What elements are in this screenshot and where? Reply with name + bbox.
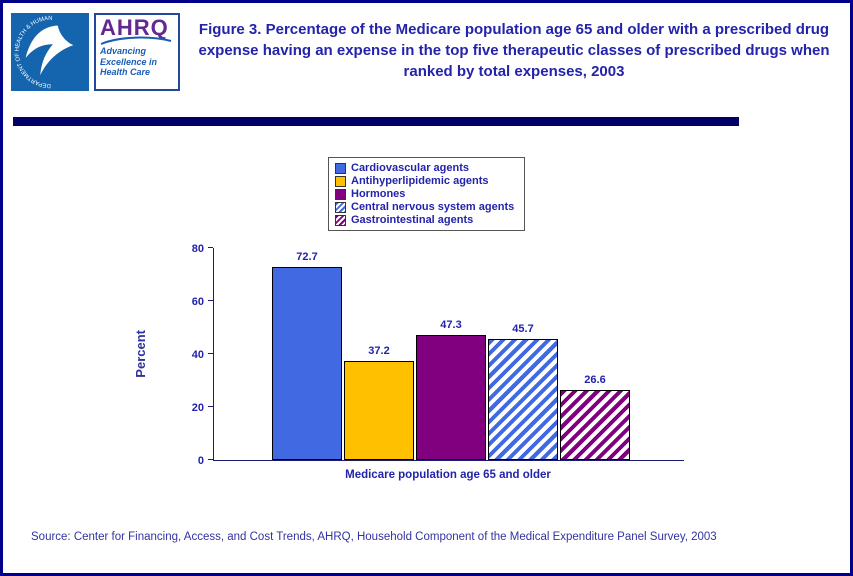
legend-swatch [335,201,346,213]
bar-hormones: 47.3 [416,319,486,460]
header: DEPARTMENT OF HEALTH & HUMAN SERVICES • … [3,3,850,109]
y-tick-mark [208,459,213,460]
bar-central-nervous-system-agents: 45.7 [488,323,558,460]
legend-item-cardiovascular-agents: Cardiovascular agents [335,162,514,174]
bar-value-label: 26.6 [584,374,606,386]
ahrq-swoosh-icon [100,36,172,45]
chart-legend: Cardiovascular agents Antihyperlipidemic … [328,157,526,231]
y-axis-title: Percent [133,248,148,460]
bars: 72.7 37.2 47.3 45.7 26.6 [214,248,684,460]
y-axis: 0 20 40 60 80 [173,243,213,467]
logos: DEPARTMENT OF HEALTH & HUMAN SERVICES • … [11,13,180,91]
x-axis-title: Medicare population age 65 and older [345,469,551,481]
bar-cardiovascular-agents: 72.7 [272,251,342,460]
legend-label: Central nervous system agents [351,201,515,213]
legend-swatch [335,175,346,187]
y-tick-mark [208,353,213,354]
bar-value-label: 47.3 [440,319,462,331]
plot-area: 72.7 37.2 47.3 45.7 26.6 [213,248,684,461]
hhs-eagle-icon [25,25,74,76]
bar-value-label: 72.7 [296,251,318,263]
bar-value-label: 45.7 [512,323,534,335]
ahrq-logo: AHRQ Advancing Excellence in Health Care [94,13,180,91]
legend-item-central-nervous-system-agents: Central nervous system agents [335,201,514,213]
ahrq-logo-text: AHRQ [100,15,169,40]
legend-label: Hormones [351,188,406,200]
legend-label: Cardiovascular agents [351,162,469,174]
header-rule [13,117,739,126]
y-tick-mark [208,247,213,248]
figure-title: Figure 3. Percentage of the Medicare pop… [198,21,830,80]
y-tick-label: 40 [191,349,204,361]
y-tick-mark [208,300,213,301]
hhs-logo: DEPARTMENT OF HEALTH & HUMAN SERVICES • … [11,13,89,91]
legend-swatch [335,188,346,200]
y-tick-label: 80 [191,243,204,255]
bar-value-label: 37.2 [368,345,390,357]
y-tick-mark [208,406,213,407]
ahrq-tagline: Advancing Excellence in Health Care [100,45,158,78]
bar-antihyperlipidemic-agents: 37.2 [344,345,414,460]
y-tick-label: 0 [197,455,204,467]
legend-item-antihyperlipidemic-agents: Antihyperlipidemic agents [335,175,514,187]
legend-swatch [335,214,346,226]
source-note: Source: Center for Financing, Access, an… [31,531,717,543]
legend-label: Antihyperlipidemic agents [351,175,489,187]
y-axis-title-text: Percent [133,330,148,378]
y-tick-label: 60 [191,296,204,308]
legend-item-hormones: Hormones [335,188,514,200]
legend-label: Gastrointestinal agents [351,214,474,226]
legend-swatch [335,162,346,174]
bar-gastrointestinal-agents: 26.6 [560,374,630,460]
legend-item-gastrointestinal-agents: Gastrointestinal agents [335,214,514,226]
y-tick-label: 20 [191,402,204,414]
